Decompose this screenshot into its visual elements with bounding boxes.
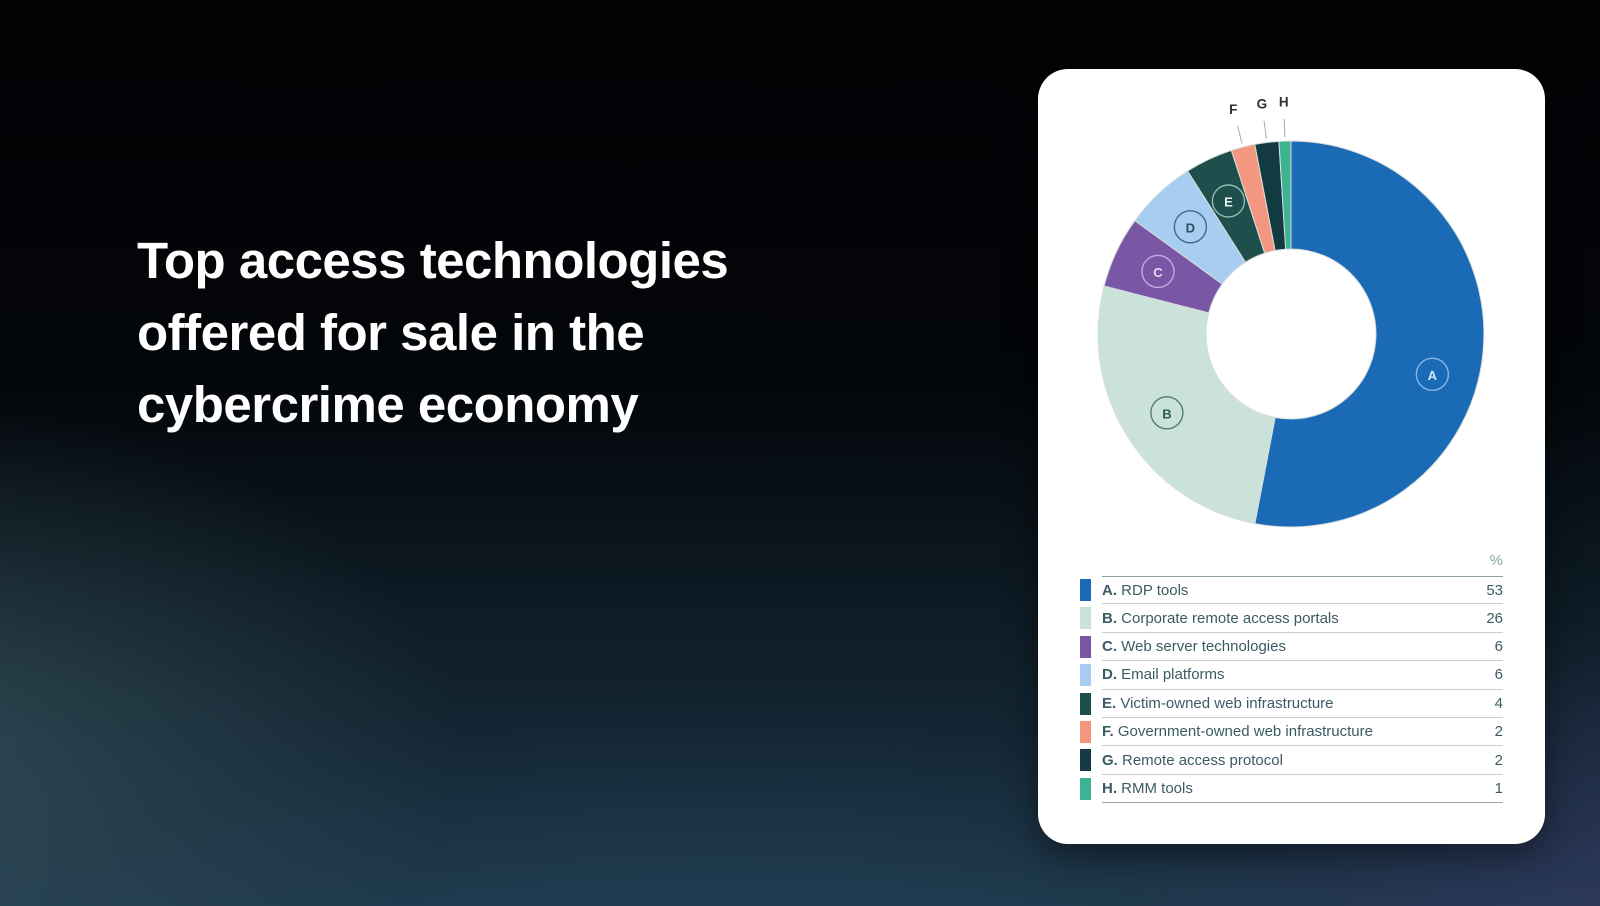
legend-row: A. RDP tools 53: [1080, 576, 1503, 605]
legend-row: G. Remote access protocol 2: [1080, 746, 1503, 775]
legend-row-value: 6: [1494, 637, 1503, 655]
legend-row-value: 2: [1494, 723, 1503, 741]
legend-row: D. Email platforms 6: [1080, 661, 1503, 690]
legend-row-label: H. RMM tools: [1102, 779, 1193, 797]
legend-row-body: A. RDP tools 53: [1102, 576, 1503, 605]
legend-row-body: B. Corporate remote access portals 26: [1102, 604, 1503, 633]
legend-row-body: H. RMM tools 1: [1102, 775, 1503, 804]
legend-row-label: B. Corporate remote access portals: [1102, 609, 1339, 627]
legend-row-value: 1: [1494, 779, 1503, 797]
legend-row-value: 6: [1494, 666, 1503, 684]
legend-row-body: E. Victim-owned web infrastructure 4: [1102, 690, 1503, 718]
slice-letter-C: C: [1153, 265, 1163, 280]
slice-letter-H: H: [1279, 95, 1289, 110]
legend-row-label: A. RDP tools: [1102, 581, 1189, 599]
color-swatch: [1080, 579, 1091, 601]
legend-rows: A. RDP tools 53 B. Corporate remote access…: [1080, 576, 1503, 804]
legend-row-label: D. Email platforms: [1102, 666, 1225, 684]
slice-letter-B: B: [1162, 406, 1171, 421]
legend-row: E. Victim-owned web infrastructure 4: [1080, 690, 1503, 718]
legend-row-label: G. Remote access protocol: [1102, 751, 1283, 769]
slice-bubble-D: [1173, 210, 1208, 244]
legend-row-body: D. Email platforms 6: [1102, 661, 1503, 690]
slice-letter-F: F: [1229, 102, 1237, 117]
slice-bubble-E: [1211, 184, 1246, 218]
legend-row: H. RMM tools 1: [1080, 775, 1503, 804]
color-swatch: [1080, 635, 1091, 658]
color-swatch: [1080, 664, 1091, 687]
slice-letter-A: A: [1428, 368, 1438, 383]
legend-row-body: F. Government-owned web infrastructure 2: [1102, 718, 1503, 747]
leader-line-F: [1237, 125, 1243, 144]
legend-row-value: 4: [1494, 694, 1503, 712]
legend-row-label: C. Web server technologies: [1102, 637, 1286, 655]
legend-row-label: F. Government-owned web infrastructure: [1102, 723, 1373, 741]
legend-row-value: 26: [1486, 609, 1503, 627]
slice-H: [1278, 140, 1292, 250]
color-swatch: [1080, 777, 1091, 800]
leader-line-H: [1283, 119, 1286, 138]
legend-row: C. Web server technologies 6: [1080, 633, 1503, 662]
legend-percent-header: %: [1489, 552, 1503, 569]
legend-row: B. Corporate remote access portals 26: [1080, 604, 1503, 633]
color-swatch: [1080, 692, 1091, 715]
slice-letter-G: G: [1257, 96, 1268, 111]
legend-row-body: C. Web server technologies 6: [1102, 633, 1503, 662]
donut-chart: A B C D E F G H: [1097, 95, 1485, 528]
slice-A: [1254, 140, 1485, 528]
slice-B: [1097, 285, 1276, 525]
slice-letter-D: D: [1186, 220, 1195, 235]
legend-row-value: 53: [1486, 581, 1503, 599]
legend-table: % A. RDP tools 53 B. Corporate remote acce…: [1080, 551, 1503, 804]
slice-letter-E: E: [1224, 194, 1233, 209]
color-swatch: [1080, 607, 1091, 630]
legend-row: F. Government-owned web infrastructure 2: [1080, 718, 1503, 747]
leader-line-G: [1263, 120, 1267, 139]
slice-bubble-A: [1415, 357, 1450, 391]
legend-row-label: E. Victim-owned web infrastructure: [1102, 694, 1334, 712]
color-swatch: [1080, 720, 1091, 743]
color-swatch: [1080, 749, 1091, 772]
slice-bubble-B: [1150, 396, 1184, 430]
slice-bubble-C: [1141, 254, 1175, 289]
legend-row-body: G. Remote access protocol 2: [1102, 746, 1503, 775]
legend-row-value: 2: [1494, 751, 1503, 769]
slide-title: Top access technologies offered for sale…: [137, 232, 729, 433]
